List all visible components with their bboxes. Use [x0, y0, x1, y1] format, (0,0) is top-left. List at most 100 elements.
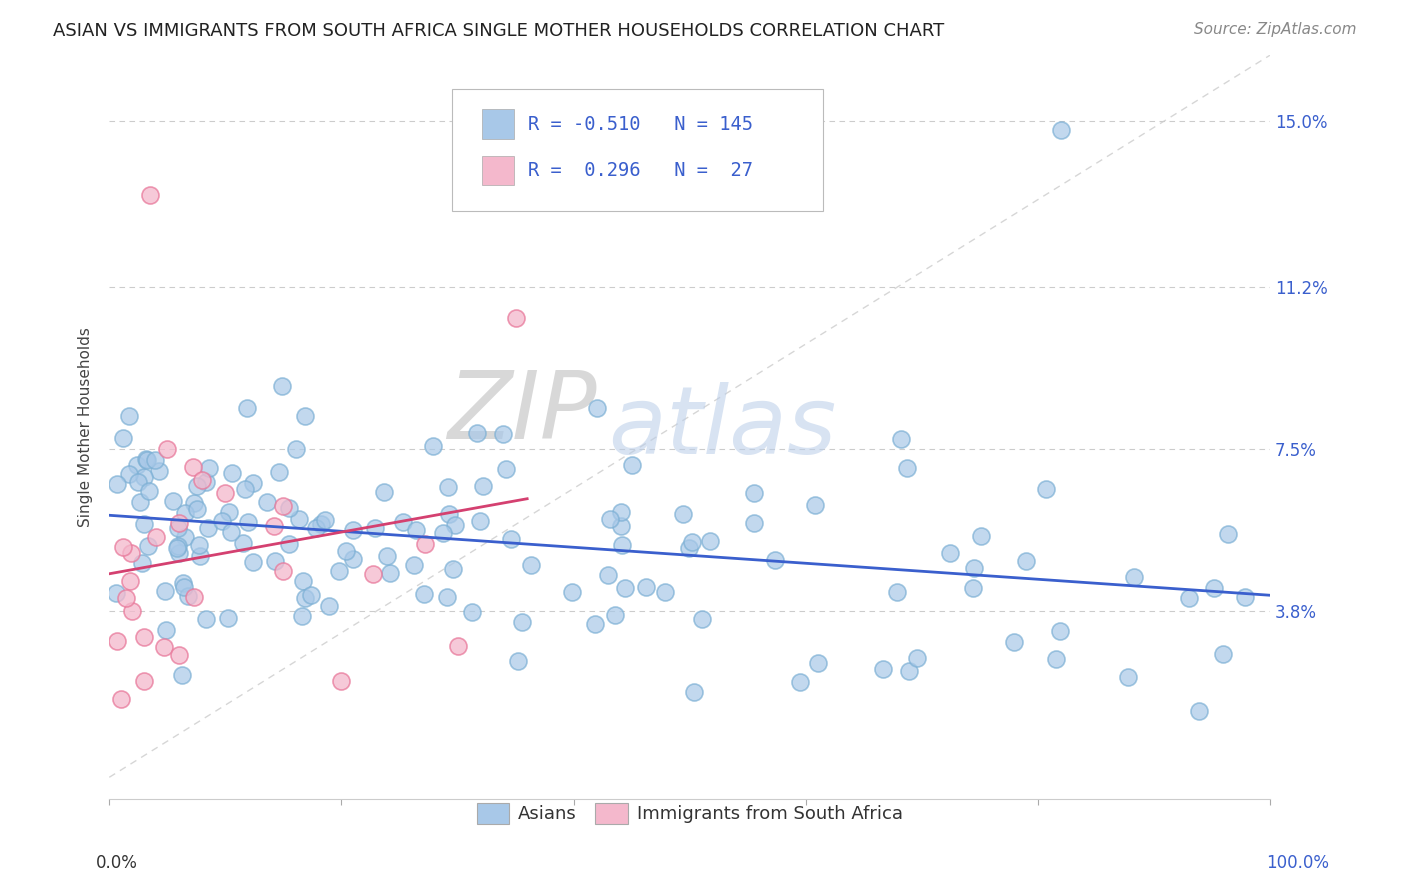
Point: [520, 558, 543, 573]
Point: [153, 640, 176, 655]
Point: [294, 591, 316, 605]
Point: [167, 521, 190, 535]
Point: [471, 479, 494, 493]
Point: [789, 674, 811, 689]
Point: [1116, 670, 1139, 684]
Point: [441, 562, 464, 576]
Point: [186, 502, 208, 516]
Point: [110, 691, 132, 706]
Point: [120, 574, 142, 589]
Point: [1015, 554, 1038, 568]
Point: [121, 604, 143, 618]
Point: [242, 476, 264, 491]
Point: [118, 467, 141, 481]
Point: [112, 432, 135, 446]
Point: [218, 505, 240, 519]
Point: [342, 523, 364, 537]
FancyBboxPatch shape: [451, 88, 823, 211]
Point: [287, 512, 309, 526]
Point: [328, 564, 350, 578]
Point: [299, 588, 322, 602]
Point: [1212, 648, 1234, 662]
Point: [162, 493, 184, 508]
Point: [263, 518, 285, 533]
Point: [364, 521, 387, 535]
Point: [436, 590, 458, 604]
Point: [138, 539, 160, 553]
Point: [172, 668, 194, 682]
Point: [105, 477, 128, 491]
Point: [683, 685, 706, 699]
Point: [402, 558, 425, 572]
Point: [278, 501, 301, 516]
Point: [177, 590, 200, 604]
Point: [621, 458, 644, 473]
Point: [690, 612, 713, 626]
Point: [105, 634, 128, 648]
Text: 100.0%: 100.0%: [1265, 854, 1329, 871]
Point: [294, 409, 316, 423]
Point: [271, 379, 294, 393]
Point: [1002, 635, 1025, 649]
Point: [583, 617, 606, 632]
Point: [613, 581, 636, 595]
Point: [896, 461, 918, 475]
Point: [678, 541, 700, 555]
Point: [232, 535, 254, 549]
Point: [173, 529, 195, 543]
Point: [188, 538, 211, 552]
Point: [155, 624, 177, 638]
Point: [446, 639, 468, 653]
Point: [153, 583, 176, 598]
Point: [118, 409, 141, 423]
Point: [242, 555, 264, 569]
Point: [672, 507, 695, 521]
Point: [970, 529, 993, 543]
Text: ZIP: ZIP: [447, 367, 596, 458]
Point: [221, 466, 243, 480]
Text: ASIAN VS IMMIGRANTS FROM SOUTH AFRICA SINGLE MOTHER HOUSEHOLDS CORRELATION CHART: ASIAN VS IMMIGRANTS FROM SOUTH AFRICA SI…: [53, 22, 945, 40]
Point: [804, 498, 827, 512]
Point: [143, 453, 166, 467]
Point: [468, 514, 491, 528]
Point: [610, 505, 633, 519]
Point: [291, 609, 314, 624]
Point: [872, 662, 894, 676]
Point: [267, 465, 290, 479]
Point: [596, 568, 619, 582]
Point: [375, 549, 398, 564]
Point: [1045, 652, 1067, 666]
Point: [134, 470, 156, 484]
Point: [135, 452, 157, 467]
Point: [138, 484, 160, 499]
Point: [342, 552, 364, 566]
Point: [132, 673, 155, 688]
Point: [292, 574, 315, 588]
Point: [636, 580, 658, 594]
Point: [125, 458, 148, 472]
Point: [156, 442, 179, 456]
Legend: Asians, Immigrants from South Africa: Asians, Immigrants from South Africa: [470, 796, 910, 831]
Point: [436, 480, 458, 494]
Point: [492, 427, 515, 442]
Point: [318, 599, 340, 613]
Point: [191, 473, 214, 487]
Point: [654, 585, 676, 599]
Point: [112, 540, 135, 554]
Point: [127, 475, 149, 489]
Point: [1049, 624, 1071, 638]
Point: [437, 507, 460, 521]
Text: R = -0.510   N = 145: R = -0.510 N = 145: [529, 115, 754, 134]
Point: [599, 512, 621, 526]
Point: [169, 546, 191, 560]
Point: [217, 611, 239, 625]
Point: [132, 516, 155, 531]
Point: [510, 615, 533, 630]
Point: [807, 656, 830, 670]
Point: [1178, 591, 1201, 606]
Point: [1188, 704, 1211, 718]
Point: [314, 513, 336, 527]
Y-axis label: Single Mother Households: Single Mother Households: [79, 327, 93, 527]
Point: [233, 482, 256, 496]
Point: [115, 591, 138, 605]
